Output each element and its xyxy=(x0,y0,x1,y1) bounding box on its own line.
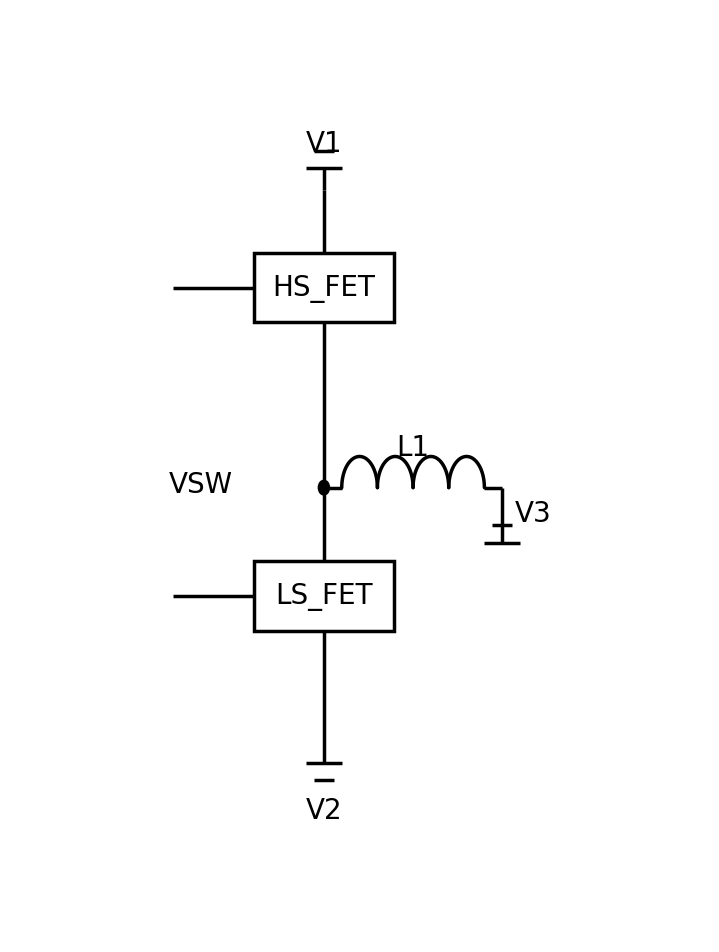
Bar xyxy=(255,562,393,631)
Text: V3: V3 xyxy=(515,500,551,527)
Text: VSW: VSW xyxy=(169,470,234,499)
Bar xyxy=(255,253,393,323)
Text: V1: V1 xyxy=(306,129,342,157)
Text: HS_FET: HS_FET xyxy=(273,274,375,303)
Circle shape xyxy=(319,481,329,495)
Text: V2: V2 xyxy=(306,797,342,824)
Text: LS_FET: LS_FET xyxy=(275,583,372,610)
Text: L1: L1 xyxy=(396,434,430,462)
